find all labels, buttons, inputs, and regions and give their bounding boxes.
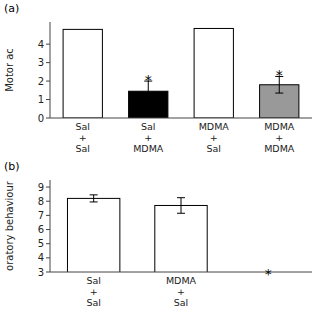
x-tick-label: MDMA+Sal [199, 121, 230, 154]
x-tick-label-line: + [144, 132, 152, 143]
error-cap [90, 201, 98, 202]
y-tick [46, 229, 50, 230]
x-tick-label: MDMA+MDMA [264, 121, 295, 154]
error-line [181, 198, 182, 214]
x-tick-label-line: + [79, 132, 87, 143]
y-tick [46, 118, 50, 119]
y-tick-label: 3 [38, 267, 44, 278]
y-axis [50, 22, 51, 118]
y-tick-label: 5 [38, 238, 44, 249]
x-tick-label: MDMA+Sal [166, 275, 197, 308]
error-cap [90, 194, 98, 195]
y-tick [46, 215, 50, 216]
y-tick-label: 7 [38, 210, 44, 221]
bar [63, 29, 102, 118]
panel: (a)01234Motor acSal+SalSal+MDMAMDMA+SalM… [4, 2, 312, 154]
y-tick-label: 0 [38, 113, 44, 124]
x-tick-label: Sal+MDMA [133, 121, 164, 154]
bar [155, 205, 207, 272]
y-tick [46, 257, 50, 258]
y-tick-label: 4 [38, 252, 44, 263]
annotation: * [145, 72, 152, 88]
x-tick-label-line: Sal [207, 143, 222, 154]
x-tick-label-line: Sal [141, 121, 156, 132]
error-bar [177, 198, 185, 214]
x-tick-label-line: MDMA [133, 143, 164, 154]
y-axis-label: oratory behaviour [4, 180, 15, 271]
y-tick-label: 2 [38, 76, 44, 87]
y-tick [46, 44, 50, 45]
x-axis [50, 118, 312, 119]
y-tick-label: 9 [38, 182, 44, 193]
y-tick [46, 272, 50, 273]
x-tick-label-line: MDMA [166, 275, 197, 286]
error-cap [144, 101, 152, 102]
x-tick-label-line: Sal [76, 121, 91, 132]
bar [194, 28, 233, 118]
y-tick-label: 3 [38, 57, 44, 68]
x-tick-label-line: MDMA [264, 143, 295, 154]
y-tick [46, 99, 50, 100]
x-tick-label-line: + [275, 132, 283, 143]
chart-root: (a)01234Motor acSal+SalSal+MDMAMDMA+SalM… [0, 0, 320, 320]
x-tick-label-line: Sal [86, 275, 101, 286]
panel-label: (b) [4, 160, 20, 173]
y-tick [46, 187, 50, 188]
y-tick-label: 1 [38, 94, 44, 105]
bars [63, 28, 299, 118]
x-tick-label-line: + [90, 286, 98, 297]
x-tick-label-line: Sal [174, 297, 189, 308]
y-tick-label: 4 [38, 39, 44, 50]
y-tick [46, 243, 50, 244]
error-cap [177, 197, 185, 198]
y-axis [50, 180, 51, 272]
error-cap [275, 93, 283, 94]
x-tick-label-line: + [177, 286, 185, 297]
x-tick-label-line: MDMA [264, 121, 295, 132]
x-tick-label-line: + [210, 132, 218, 143]
y-axis-label: Motor ac [4, 48, 15, 92]
y-tick [46, 81, 50, 82]
x-tick-label-line: Sal [76, 143, 91, 154]
x-tick-label-line: MDMA [199, 121, 230, 132]
error-cap [177, 213, 185, 214]
y-tick [46, 201, 50, 202]
panel: (b)3456789oratory behaviourSal+SalMDMA+S… [4, 160, 312, 314]
y-tick [46, 62, 50, 63]
x-tick-label: Sal+Sal [86, 275, 101, 308]
x-axis [50, 272, 312, 273]
panel-label: (a) [4, 2, 19, 15]
annotation: * [276, 67, 283, 83]
annotation: * [265, 266, 272, 282]
error-line [93, 195, 94, 202]
error-bar [90, 195, 98, 202]
bar [67, 198, 119, 272]
bars [67, 195, 207, 272]
x-tick-label: Sal+Sal [76, 121, 91, 154]
y-tick-label: 6 [38, 224, 44, 235]
x-tick-label-line: Sal [86, 297, 101, 308]
y-tick-label: 8 [38, 196, 44, 207]
